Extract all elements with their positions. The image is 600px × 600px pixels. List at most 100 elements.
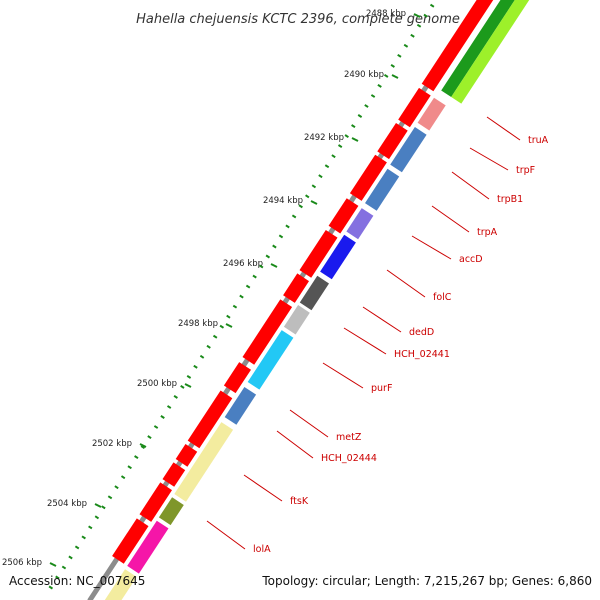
- gene-label: trpA: [477, 227, 498, 238]
- gene-block: [441, 0, 515, 97]
- kbp-minor-tick: [48, 585, 54, 590]
- kbp-minor-tick: [173, 394, 178, 399]
- kbp-major-tick: [49, 562, 57, 567]
- kbp-label: 2494 kbp: [263, 196, 303, 206]
- kbp-minor-tick: [232, 304, 238, 309]
- callout-line: [469, 147, 509, 171]
- kbp-minor-tick: [180, 384, 185, 389]
- forward-gene-arrow: [283, 273, 309, 303]
- gene-label: trpB1: [497, 194, 523, 205]
- kbp-minor-tick: [219, 324, 225, 329]
- kbp-label: 2488 kbp: [366, 9, 406, 19]
- kbp-minor-tick: [377, 83, 382, 88]
- gene-label: purF: [371, 383, 392, 394]
- kbp-minor-tick: [107, 495, 113, 500]
- kbp-minor-tick: [311, 184, 317, 189]
- kbp-minor-tick: [370, 94, 376, 98]
- forward-gene-arrow: [139, 482, 172, 522]
- kbp-minor-tick: [94, 515, 100, 520]
- gene-label: ftsK: [290, 496, 309, 507]
- kbp-minor-tick: [88, 525, 93, 530]
- forward-gene-arrow: [187, 390, 233, 449]
- forward-gene-arrow: [398, 87, 431, 128]
- kbp-major-tick: [391, 74, 399, 79]
- kbp-minor-tick: [351, 124, 356, 129]
- forward-gene-arrow: [223, 362, 251, 394]
- gene-block: [451, 0, 530, 104]
- kbp-label: 2506 kbp: [2, 558, 42, 568]
- kbp-minor-tick: [134, 455, 139, 460]
- gene-label: HCH_02444: [321, 453, 377, 464]
- kbp-minor-tick: [55, 575, 60, 580]
- kbp-major-tick: [270, 263, 278, 268]
- kbp-minor-tick: [199, 354, 205, 359]
- kbp-major-tick: [310, 200, 318, 205]
- kbp-minor-tick: [239, 294, 244, 299]
- forward-gene-arrow: [175, 444, 198, 467]
- kbp-label: 2496 kbp: [223, 259, 263, 269]
- gene-block: [127, 520, 169, 574]
- kbp-minor-tick: [61, 565, 67, 570]
- kbp-minor-tick: [265, 254, 271, 259]
- gene-label: lolA: [253, 544, 271, 555]
- kbp-major-tick: [139, 443, 147, 448]
- kbp-minor-tick: [206, 344, 211, 349]
- kbp-minor-tick: [337, 144, 343, 149]
- callout-line: [431, 205, 470, 233]
- kbp-minor-tick: [166, 405, 172, 409]
- kbp-minor-tick: [193, 364, 198, 369]
- kbp-minor-tick: [285, 224, 290, 229]
- forward-gene-arrow: [299, 230, 338, 278]
- kbp-minor-tick: [305, 194, 310, 199]
- kbp-label: 2504 kbp: [47, 499, 87, 509]
- forward-gene-arrow: [349, 154, 387, 201]
- kbp-minor-tick: [153, 425, 159, 429]
- kbp-label: 2500 kbp: [137, 379, 177, 389]
- forward-gene-arrow: [328, 198, 359, 234]
- kbp-minor-tick: [423, 13, 428, 18]
- map-title: Hahella chejuensis KCTC 2396, complete g…: [136, 12, 460, 27]
- kbp-minor-tick: [298, 204, 303, 209]
- kbp-minor-tick: [147, 435, 152, 440]
- callout-line: [322, 362, 364, 389]
- gene-label: truA: [528, 135, 549, 146]
- kbp-minor-tick: [81, 535, 86, 540]
- forward-gene-arrow: [421, 0, 494, 92]
- kbp-major-tick: [413, 13, 421, 18]
- gene-block: [365, 168, 400, 211]
- kbp-minor-tick: [397, 53, 402, 58]
- kbp-minor-tick: [324, 164, 330, 169]
- kbp-minor-tick: [114, 485, 119, 490]
- gene-block: [346, 208, 374, 240]
- forward-gene-arrow: [377, 123, 408, 160]
- kbp-major-tick: [225, 323, 233, 328]
- gene-label: HCH_02441: [394, 349, 450, 360]
- gene-block: [104, 569, 137, 600]
- kbp-major-tick: [351, 137, 359, 142]
- kbp-label: 2502 kbp: [92, 439, 132, 449]
- kbp-minor-tick: [429, 3, 435, 8]
- kbp-minor-tick: [278, 234, 284, 239]
- gene-block: [390, 127, 427, 173]
- gene-label: accD: [459, 254, 483, 265]
- gene-label: folC: [433, 292, 452, 303]
- gene-block: [174, 422, 234, 502]
- callout-line: [343, 327, 387, 355]
- kbp-label: 2490 kbp: [344, 70, 384, 80]
- callout-line: [289, 409, 329, 438]
- kbp-minor-tick: [120, 475, 126, 480]
- kbp-minor-tick: [226, 314, 231, 319]
- callout-line: [362, 306, 402, 333]
- callout-line: [206, 520, 246, 550]
- kbp-minor-tick: [101, 505, 106, 510]
- kbp-minor-tick: [186, 374, 192, 379]
- kbp-major-tick: [94, 503, 102, 508]
- gene-track: [104, 0, 530, 600]
- gene-label: metZ: [336, 432, 362, 443]
- accession-text: Accession: NC_007645: [9, 574, 146, 588]
- kbp-minor-tick: [403, 43, 409, 48]
- kbp-minor-tick: [357, 114, 363, 118]
- gene-label: dedD: [409, 327, 434, 338]
- kbp-minor-tick: [245, 284, 251, 289]
